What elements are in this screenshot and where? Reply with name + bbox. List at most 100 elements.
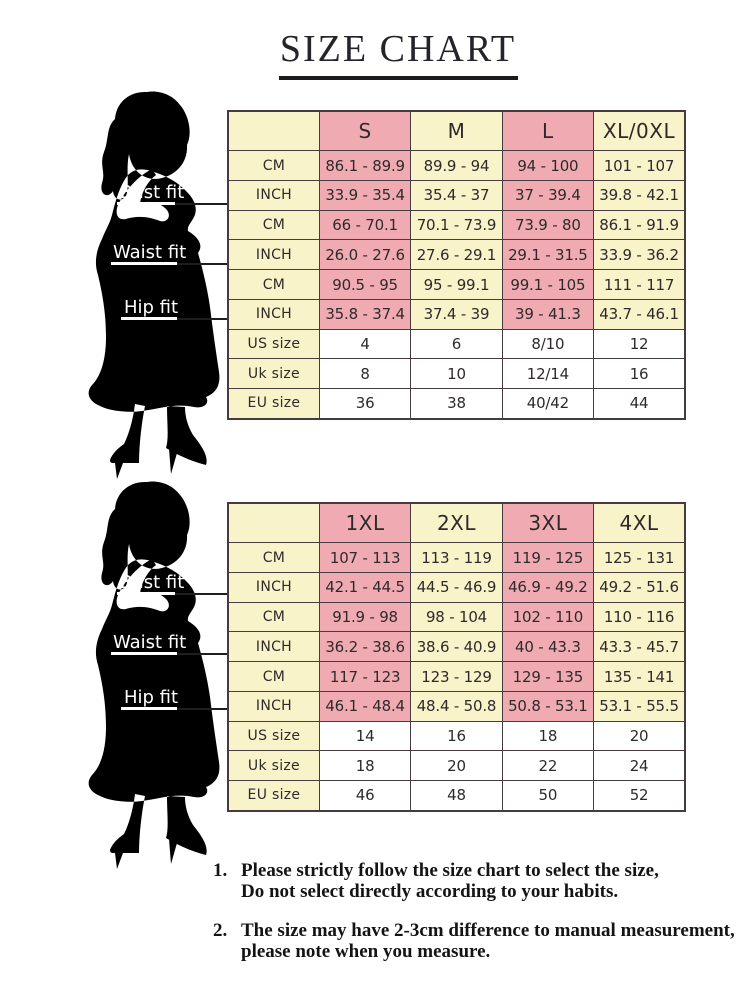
female-silhouette-figure: Bust fit Waist fit Hip fit: [55, 476, 240, 876]
measure-row-label: US size: [227, 720, 320, 752]
table-row: INCH 36.2 - 38.6 38.6 - 40.9 40 - 43.3 43.3 …: [227, 631, 686, 663]
table-row: Uk size 8 10 12/14 16: [227, 358, 686, 389]
size-cell: 18: [318, 750, 412, 781]
female-silhouette-icon: [88, 481, 220, 869]
size-cell: 48: [410, 779, 503, 812]
size-cell: 12: [593, 328, 686, 360]
note-line: Please strictly follow the size chart to…: [241, 860, 659, 881]
measurement-cell: 111 - 117: [593, 269, 686, 300]
measurement-cell: 37 - 39.4: [501, 180, 595, 211]
size-column-header: S: [318, 110, 412, 152]
measurement-cell: 46.9 - 49.2: [501, 572, 595, 603]
note-text: Please strictly follow the size chart to…: [241, 860, 659, 902]
size-cell: 14: [318, 720, 412, 752]
note-number: 1.: [213, 860, 228, 881]
measurement-cell: 29.1 - 31.5: [501, 239, 595, 271]
measurement-cell: 90.5 - 95: [318, 269, 412, 300]
size-cell: 20: [593, 720, 686, 752]
measurement-cell: 86.1 - 89.9: [318, 150, 412, 182]
bust-fit-underline: [117, 592, 175, 595]
hip-fit-underline: [121, 707, 177, 710]
measurement-cell: 125 - 131: [593, 542, 686, 574]
note-line: Do not select directly according to your…: [241, 881, 619, 902]
hip-fit-label: Hip fit: [124, 687, 179, 708]
measurement-cell: 43.3 - 45.7: [593, 631, 686, 663]
female-silhouette-icon: [88, 91, 220, 480]
size-table-s-to-xl: S M L XL/0XL CM 86.1 - 89.9 89.9 - 94 94 - 100 1…: [227, 110, 686, 420]
size-cell: 10: [410, 358, 503, 389]
measurement-cell: 94 - 100: [501, 150, 595, 182]
table-row: US size 14 16 18 20: [227, 720, 686, 752]
corner-cell: [227, 110, 320, 152]
measure-row-label: CM: [227, 269, 320, 300]
size-cell: 16: [410, 720, 503, 752]
note-item: 2. The size may have 2-3cm difference to…: [213, 920, 743, 962]
measurement-cell: 33.9 - 36.2: [593, 239, 686, 271]
measurement-cell: 53.1 - 55.5: [593, 690, 686, 722]
measure-row-label: CM: [227, 601, 320, 633]
measure-row-label: Uk size: [227, 750, 320, 781]
measurement-cell: 99.1 - 105: [501, 269, 595, 300]
measure-row-label: INCH: [227, 298, 320, 330]
title-wrap: SIZE CHART: [0, 30, 750, 68]
measure-row-label: CM: [227, 209, 320, 241]
measurement-cell: 70.1 - 73.9: [410, 209, 503, 241]
size-cell: 40/42: [501, 387, 595, 420]
size-column-header: 2XL: [410, 502, 503, 544]
measurement-cell: 35.4 - 37: [410, 180, 503, 211]
size-cell: 22: [501, 750, 595, 781]
measure-row-label: EU size: [227, 779, 320, 812]
table-row: US size 4 6 8/10 12: [227, 328, 686, 360]
measurement-cell: 101 - 107: [593, 150, 686, 182]
measurement-cell: 42.1 - 44.5: [318, 572, 412, 603]
hip-fit-label: Hip fit: [124, 297, 179, 318]
waist-fit-connector-line: [177, 263, 227, 265]
table-row: INCH 42.1 - 44.5 44.5 - 46.9 46.9 - 49.2 49.…: [227, 572, 686, 603]
size-cell: 20: [410, 750, 503, 781]
measurement-cell: 98 - 104: [410, 601, 503, 633]
table-row: INCH 26.0 - 27.6 27.6 - 29.1 29.1 - 31.5 33.…: [227, 239, 686, 271]
table-row: CM 117 - 123 123 - 129 129 - 135 135 - 141: [227, 661, 686, 692]
table-header-row: S M L XL/0XL: [227, 110, 686, 152]
size-cell: 8: [318, 358, 412, 389]
size-cell: 38: [410, 387, 503, 420]
measurement-cell: 37.4 - 39: [410, 298, 503, 330]
measurement-cell: 48.4 - 50.8: [410, 690, 503, 722]
measure-row-label: INCH: [227, 572, 320, 603]
table-row: INCH 46.1 - 48.4 48.4 - 50.8 50.8 - 53.1 53.…: [227, 690, 686, 722]
size-column-header: M: [410, 110, 503, 152]
measurement-cell: 110 - 116: [593, 601, 686, 633]
measurement-cell: 102 - 110: [501, 601, 595, 633]
waist-fit-underline: [111, 262, 177, 265]
table-row: EU size 36 38 40/42 44: [227, 387, 686, 420]
measurement-cell: 46.1 - 48.4: [318, 690, 412, 722]
measure-row-label: INCH: [227, 180, 320, 211]
measurement-cell: 39.8 - 42.1: [593, 180, 686, 211]
hip-fit-underline: [121, 317, 177, 320]
measurement-cell: 39 - 41.3: [501, 298, 595, 330]
size-cell: 6: [410, 328, 503, 360]
size-column-header: 1XL: [318, 502, 412, 544]
measurement-cell: 27.6 - 29.1: [410, 239, 503, 271]
size-cell: 52: [593, 779, 686, 812]
note-line: The size may have 2-3cm difference to ma…: [241, 920, 735, 941]
waist-fit-underline: [111, 652, 177, 655]
measurement-cell: 73.9 - 80: [501, 209, 595, 241]
measurement-cell: 36.2 - 38.6: [318, 631, 412, 663]
measurement-cell: 129 - 135: [501, 661, 595, 692]
measurement-cell: 107 - 113: [318, 542, 412, 574]
bust-fit-connector-line: [175, 593, 227, 595]
measurement-cell: 50.8 - 53.1: [501, 690, 595, 722]
corner-cell: [227, 502, 320, 544]
waist-fit-label: Waist fit: [113, 242, 187, 263]
bust-fit-connector-line: [175, 203, 227, 205]
size-cell: 46: [318, 779, 412, 812]
measure-row-label: CM: [227, 150, 320, 182]
table-row: INCH 33.9 - 35.4 35.4 - 37 37 - 39.4 39.8 - …: [227, 180, 686, 211]
bust-fit-label: Bust fit: [120, 182, 185, 203]
table-header-row: 1XL 2XL 3XL 4XL: [227, 502, 686, 544]
hip-fit-connector-line: [177, 318, 227, 320]
note-number: 2.: [213, 920, 228, 941]
measurement-cell: 38.6 - 40.9: [410, 631, 503, 663]
